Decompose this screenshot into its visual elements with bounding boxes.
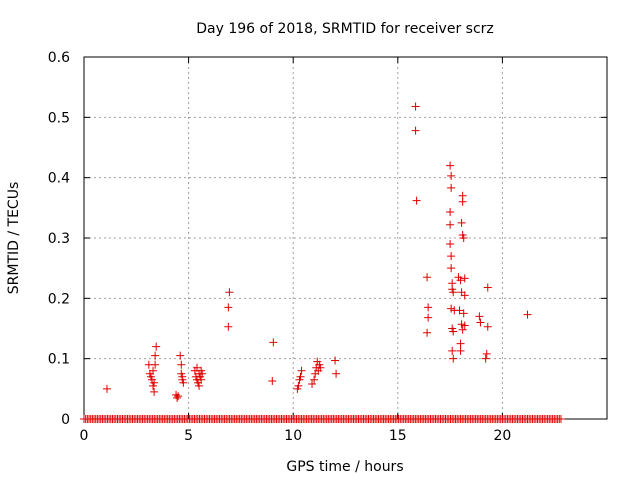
data-point [459,309,468,318]
data-point [331,356,340,365]
tick-labels: 0 5 10 15 20 0 0.1 0.2 0.3 0.4 0.5 0.6 [48,50,512,444]
x-tick-label: 20 [493,428,511,444]
grid [84,57,607,419]
data-point [460,291,469,300]
data-point [460,321,469,330]
data-point [424,313,433,322]
y-tick-label: 0.5 [48,110,70,126]
data-point [449,327,458,336]
x-tick-label: 5 [184,428,193,444]
data-point [297,366,306,375]
data-point [149,381,158,390]
data-point [150,387,159,396]
data-point [446,220,455,229]
data-point [476,318,485,327]
data-point [456,346,465,355]
data-point [481,354,490,363]
data-point [448,285,457,294]
data-point [456,276,465,285]
data-point [103,384,112,393]
data-point [523,310,532,319]
data-point [411,102,420,111]
data-point [446,161,455,170]
data-point [460,274,469,283]
data-point [316,363,325,372]
data-point [483,322,492,331]
data-point [177,360,186,369]
data-point [423,273,432,282]
data-point [224,322,233,331]
data-point [195,381,204,390]
data-point [176,351,185,360]
data-point [482,349,491,358]
data-point [458,197,467,206]
data-point [447,264,456,273]
x-tick-label: 0 [80,428,89,444]
data-point [423,328,432,337]
zero-point [556,415,565,423]
data-point [448,346,457,355]
data-point [198,369,207,378]
x-tick-label: 15 [389,428,407,444]
data-point [457,218,466,227]
data-point [151,360,160,369]
data-point [269,338,278,347]
data-point [310,375,319,384]
data-point [459,234,468,242]
data-point [151,351,160,360]
y-tick-label: 0.3 [48,231,70,247]
data-point [192,363,201,372]
x-tick-label: 10 [284,428,302,444]
data-point [458,325,467,334]
data-points [80,102,565,423]
chart-title: Day 196 of 2018, SRMTID for receiver scr… [196,21,494,37]
y-axis-label: SRMTID / TECUs [6,182,22,295]
data-point [475,312,484,321]
data-point [455,306,464,315]
y-tick-label: 0.6 [48,50,70,66]
data-point [447,183,456,192]
data-point [174,392,183,401]
y-tick-label: 0 [61,412,70,428]
data-point [173,393,182,402]
data-point [179,378,188,387]
data-point [332,369,341,378]
y-tick-label: 0.1 [48,352,70,368]
data-point [294,381,303,390]
data-point [447,171,456,180]
data-point [446,208,455,217]
data-point [447,252,456,261]
data-point [268,376,277,385]
y-tick-label: 0.2 [48,291,70,307]
data-point [446,240,455,249]
data-point [225,288,234,297]
x-axis-label: GPS time / hours [286,459,403,475]
data-point [456,339,465,348]
y-tick-label: 0.4 [48,171,70,187]
data-point [197,375,206,384]
data-point [149,366,158,375]
data-point [424,303,433,312]
data-point [411,126,420,135]
data-point [449,354,458,363]
data-point [483,283,492,292]
data-point [412,196,421,205]
data-point [308,380,317,389]
data-point [224,303,233,312]
data-point [296,372,305,381]
data-point [152,342,161,351]
